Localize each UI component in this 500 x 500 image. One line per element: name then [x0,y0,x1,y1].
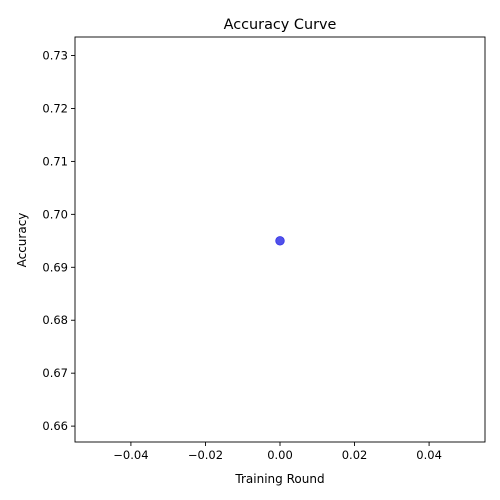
data-point [275,236,285,246]
y-tick-label: 0.66 [42,419,68,433]
x-axis-label: Training Round [234,472,324,486]
y-tick-label: 0.70 [42,207,68,221]
y-tick-label: 0.67 [42,366,68,380]
chart-title: Accuracy Curve [224,17,337,33]
data-points [275,236,285,246]
y-tick-label: 0.72 [42,101,68,115]
y-tick-label: 0.68 [42,313,68,327]
x-tick-label: 0.04 [416,448,442,462]
x-axis-ticks: −0.04 −0.02 0.00 0.02 0.04 [113,442,442,462]
y-tick-label: 0.69 [42,260,68,274]
x-tick-label: −0.04 [113,448,148,462]
y-tick-label: 0.71 [42,154,68,168]
y-axis-ticks: 0.66 0.67 0.68 0.69 0.70 0.71 0.72 0.73 [42,49,75,433]
x-tick-label: 0.00 [267,448,293,462]
y-axis-label: Accuracy [15,213,29,268]
x-tick-label: 0.02 [342,448,368,462]
x-tick-label: −0.02 [188,448,223,462]
y-tick-label: 0.73 [42,49,68,63]
